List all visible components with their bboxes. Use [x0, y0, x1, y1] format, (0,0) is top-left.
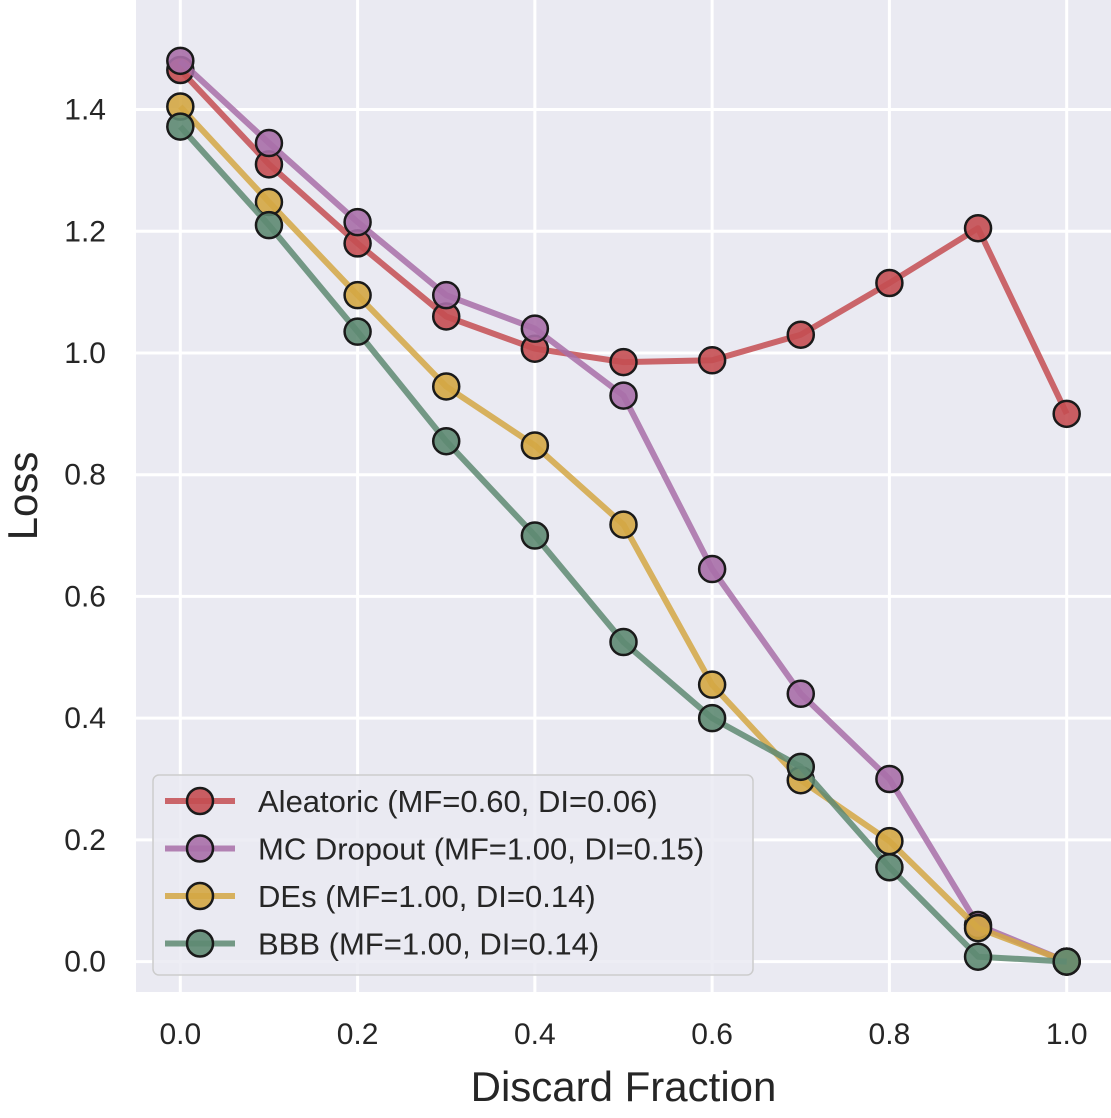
data-point-1-2 [343, 207, 372, 237]
series-3 [166, 112, 1081, 976]
x-tick-label-3: 0.6 [691, 1018, 733, 1051]
data-point-1-8 [875, 764, 904, 794]
data-point-1-0 [166, 46, 195, 76]
data-point-2-2 [343, 280, 372, 310]
data-point-0-7 [786, 320, 816, 349]
legend-box [152, 774, 754, 976]
legend-entry-0: Aleatoric (MF=0.60, DI=0.06) [165, 784, 658, 819]
data-point-0-5 [609, 347, 638, 377]
x-tick-label-0: 0.0 [159, 1018, 201, 1051]
data-point-3-9 [963, 942, 993, 971]
data-point-3-10 [1052, 947, 1081, 976]
series-2 [166, 92, 1081, 976]
y-tick-label-1: 0.2 [64, 824, 106, 857]
data-point-0-10 [1052, 399, 1081, 429]
legend-entry-1: MC Dropout (MF=1.00, DI=0.15) [165, 832, 704, 867]
data-point-3-2 [343, 317, 372, 346]
data-point-1-1 [254, 128, 284, 158]
data-point-3-5 [609, 627, 638, 657]
legend-entry-3: BBB (MF=1.00, DI=0.14) [165, 927, 599, 962]
y-tick-label-0: 0.0 [64, 946, 106, 979]
legend-entries: Aleatoric (MF=0.60, DI=0.06) MC Dropout (… [165, 784, 704, 962]
y-tick-label-6: 1.2 [64, 215, 106, 248]
data-point-1-7 [786, 679, 816, 709]
x-tick-labels: 0.0 0.2 0.4 0.6 0.8 1.0 [159, 1018, 1087, 1051]
legend-marker-0 [185, 786, 215, 816]
legend-label-1: MC Dropout (MF=1.00, DI=0.15) [258, 832, 704, 867]
x-tick-label-1: 0.2 [337, 1018, 379, 1051]
data-point-3-8 [875, 852, 904, 882]
data-point-1-5 [609, 381, 638, 410]
legend-label-3: BBB (MF=1.00, DI=0.14) [258, 927, 599, 962]
data-point-0-9 [963, 213, 993, 243]
x-axis-label: Discard Fraction [471, 1063, 777, 1110]
y-tick-label-2: 0.4 [64, 702, 106, 735]
data-point-2-3 [431, 372, 461, 401]
series-0 [166, 55, 1081, 429]
data-point-1-4 [520, 314, 550, 343]
legend-marker-3 [185, 929, 215, 958]
data-point-2-9 [963, 913, 993, 943]
x-tick-label-4: 0.8 [869, 1018, 911, 1051]
data-point-3-3 [431, 426, 461, 456]
data-point-1-3 [431, 280, 461, 310]
y-axis-label: Loss [0, 452, 46, 541]
data-point-3-6 [697, 703, 727, 733]
y-tick-label-7: 1.4 [64, 94, 106, 127]
data-point-0-8 [875, 268, 904, 298]
data-point-3-4 [520, 521, 550, 550]
data-point-1-6 [697, 554, 727, 584]
legend-label-2: DEs (MF=1.00, DI=0.14) [258, 879, 596, 914]
legend-marker-2 [185, 881, 215, 911]
data-point-3-0 [166, 112, 195, 141]
y-tick-labels: 0.0 0.2 0.4 0.6 0.8 1.0 1.2 1.4 [64, 94, 106, 979]
x-tick-label-2: 0.4 [514, 1018, 556, 1051]
data-point-2-5 [609, 510, 638, 539]
data-point-2-4 [520, 431, 550, 460]
y-tick-label-5: 1.0 [64, 337, 106, 370]
legend-entry-2: DEs (MF=1.00, DI=0.14) [165, 879, 596, 914]
data-point-0-6 [697, 346, 727, 375]
series-layer [166, 46, 1081, 976]
data-point-2-8 [875, 826, 904, 856]
legend-marker-1 [185, 834, 215, 863]
data-point-3-1 [254, 210, 284, 240]
data-point-2-6 [697, 670, 727, 699]
x-tick-label-5: 1.0 [1046, 1018, 1088, 1051]
legend-label-0: Aleatoric (MF=0.60, DI=0.06) [258, 784, 658, 819]
y-tick-label-3: 0.6 [64, 580, 106, 613]
data-point-3-7 [786, 752, 816, 782]
legend: Aleatoric (MF=0.60, DI=0.06) MC Dropout (… [152, 774, 754, 976]
y-tick-label-4: 0.8 [64, 459, 106, 492]
